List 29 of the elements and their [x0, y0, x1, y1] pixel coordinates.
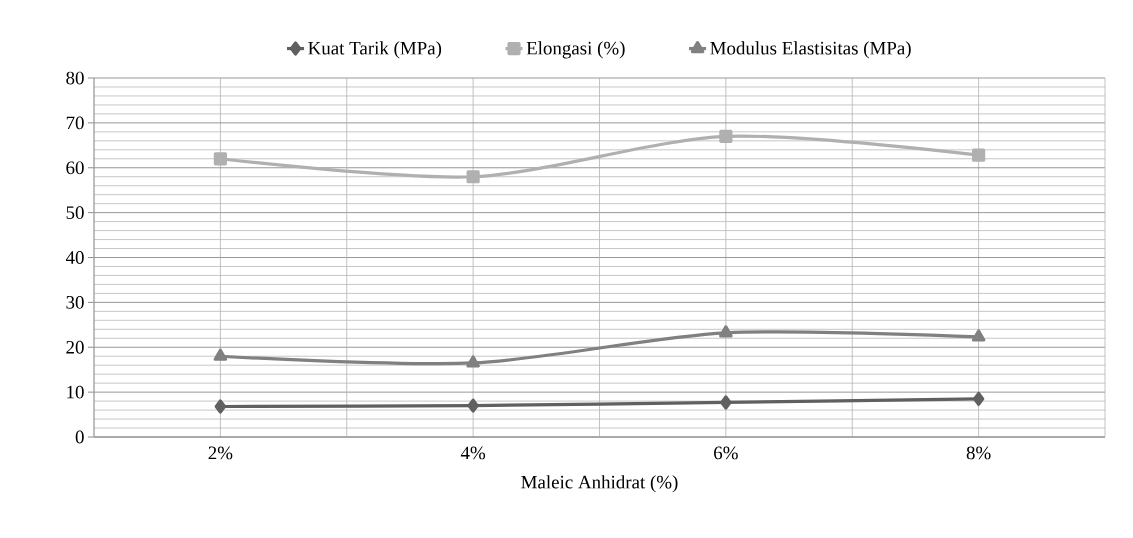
- point: [213, 152, 227, 166]
- x-tick-label: 8%: [966, 446, 991, 460]
- x-tick-label: 2%: [208, 446, 233, 460]
- y-tick-label: 70: [66, 116, 84, 130]
- point: [214, 399, 227, 414]
- point: [466, 355, 480, 368]
- point: [719, 325, 733, 338]
- point: [972, 391, 985, 406]
- y-tick-label: 10: [67, 385, 84, 399]
- y-tick-label: 50: [66, 206, 84, 220]
- y-tick-label: 0: [75, 430, 84, 444]
- y-tick-label: 60: [66, 161, 84, 175]
- x-tick-label: 4%: [460, 446, 486, 460]
- y-tick-label: 30: [66, 296, 84, 309]
- point: [720, 395, 732, 410]
- legend-label: Elongasi (%): [526, 41, 625, 59]
- point: [466, 170, 480, 184]
- point: [467, 398, 479, 413]
- point: [972, 148, 986, 162]
- point: [719, 129, 733, 143]
- legend-label: Kuat Tarik (MPa): [308, 41, 442, 59]
- x-tick-label: 6%: [714, 446, 738, 460]
- y-tick-label: 20: [66, 340, 84, 354]
- point: [971, 329, 986, 342]
- point: [213, 348, 228, 361]
- y-tick-label: 80: [66, 71, 84, 85]
- x-axis-title: Maleic Anhidrat (%): [521, 475, 678, 493]
- legend-label: Modulus Elastisitas (MPa): [710, 41, 911, 59]
- y-tick-label: 40: [65, 251, 84, 264]
